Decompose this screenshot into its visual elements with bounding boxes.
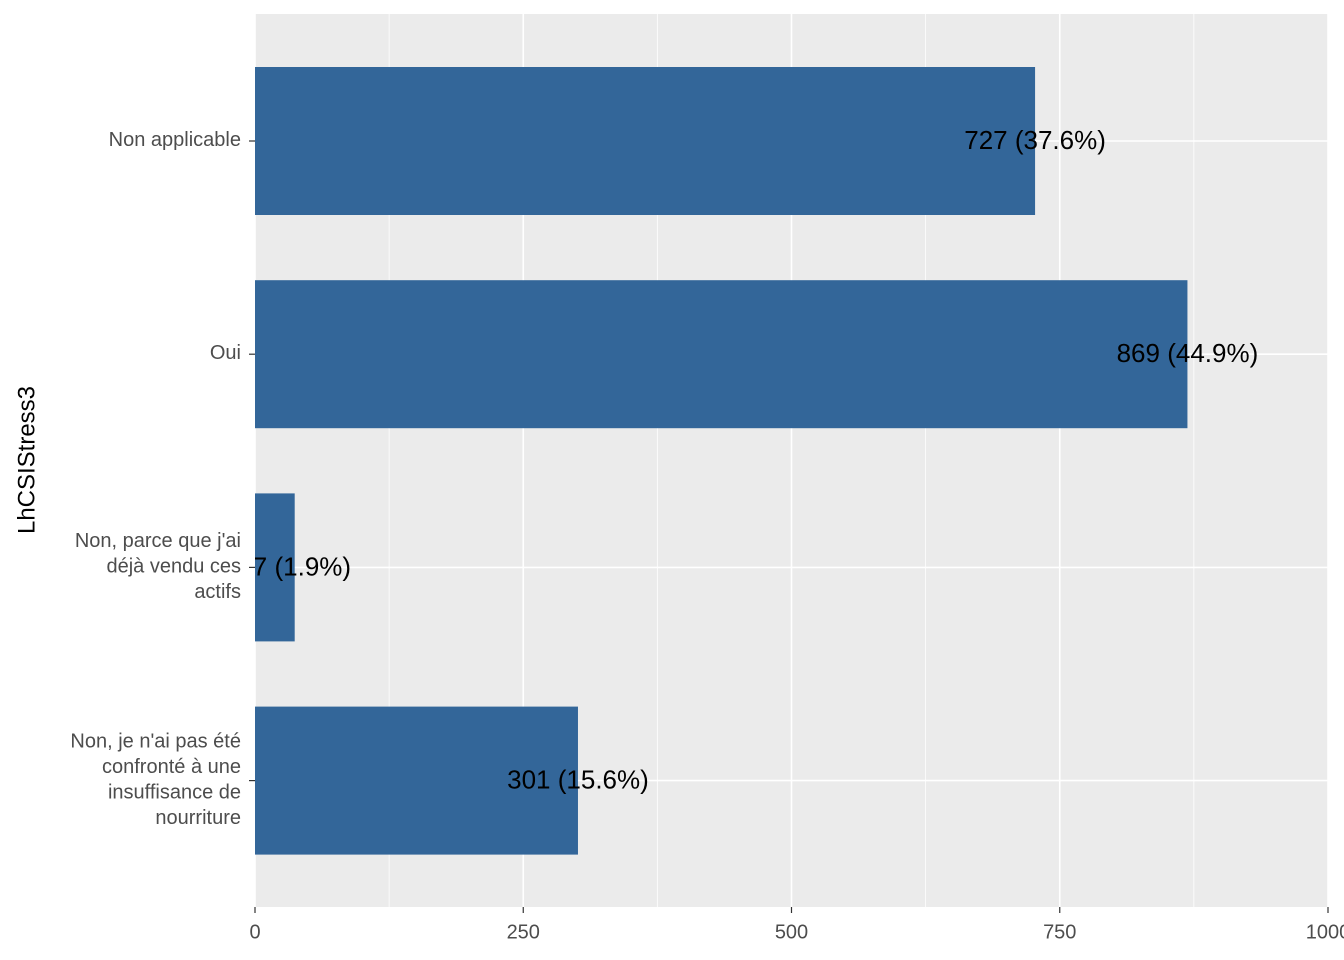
- bar: [255, 67, 1036, 215]
- value-label: 301 (15.6%): [507, 764, 649, 794]
- y-tick-label: Non, je n'ai pas été confronté à une insuf…: [70, 731, 241, 830]
- x-tick-label: 250: [507, 921, 540, 943]
- bars: 727 (37.6%) 869 (44.9%) 37 (1.9%) 301 (15.6…: [238, 67, 1259, 855]
- bar: [255, 493, 295, 642]
- y-axis-title: LhCSIStress3: [13, 386, 40, 534]
- bar: [255, 706, 578, 855]
- bar: [255, 280, 1188, 429]
- y-tick-label: Non applicable: [109, 129, 241, 151]
- x-tick-label: 500: [775, 921, 808, 943]
- value-label: 869 (44.9%): [1117, 338, 1259, 368]
- y-tick-label: Oui: [210, 342, 241, 364]
- x-tick-label: 0: [249, 921, 260, 943]
- value-label: 727 (37.6%): [964, 125, 1106, 155]
- value-label: 37 (1.9%): [238, 551, 351, 581]
- x-tick-label: 750: [1043, 921, 1076, 943]
- axes: 0 250 500 750 1000 Non applicable Oui Non, parc…: [70, 129, 1344, 943]
- y-tick-label: Non, parce que j'ai déjà vendu ces actifs: [75, 530, 241, 603]
- x-tick-label: 1000: [1306, 921, 1344, 943]
